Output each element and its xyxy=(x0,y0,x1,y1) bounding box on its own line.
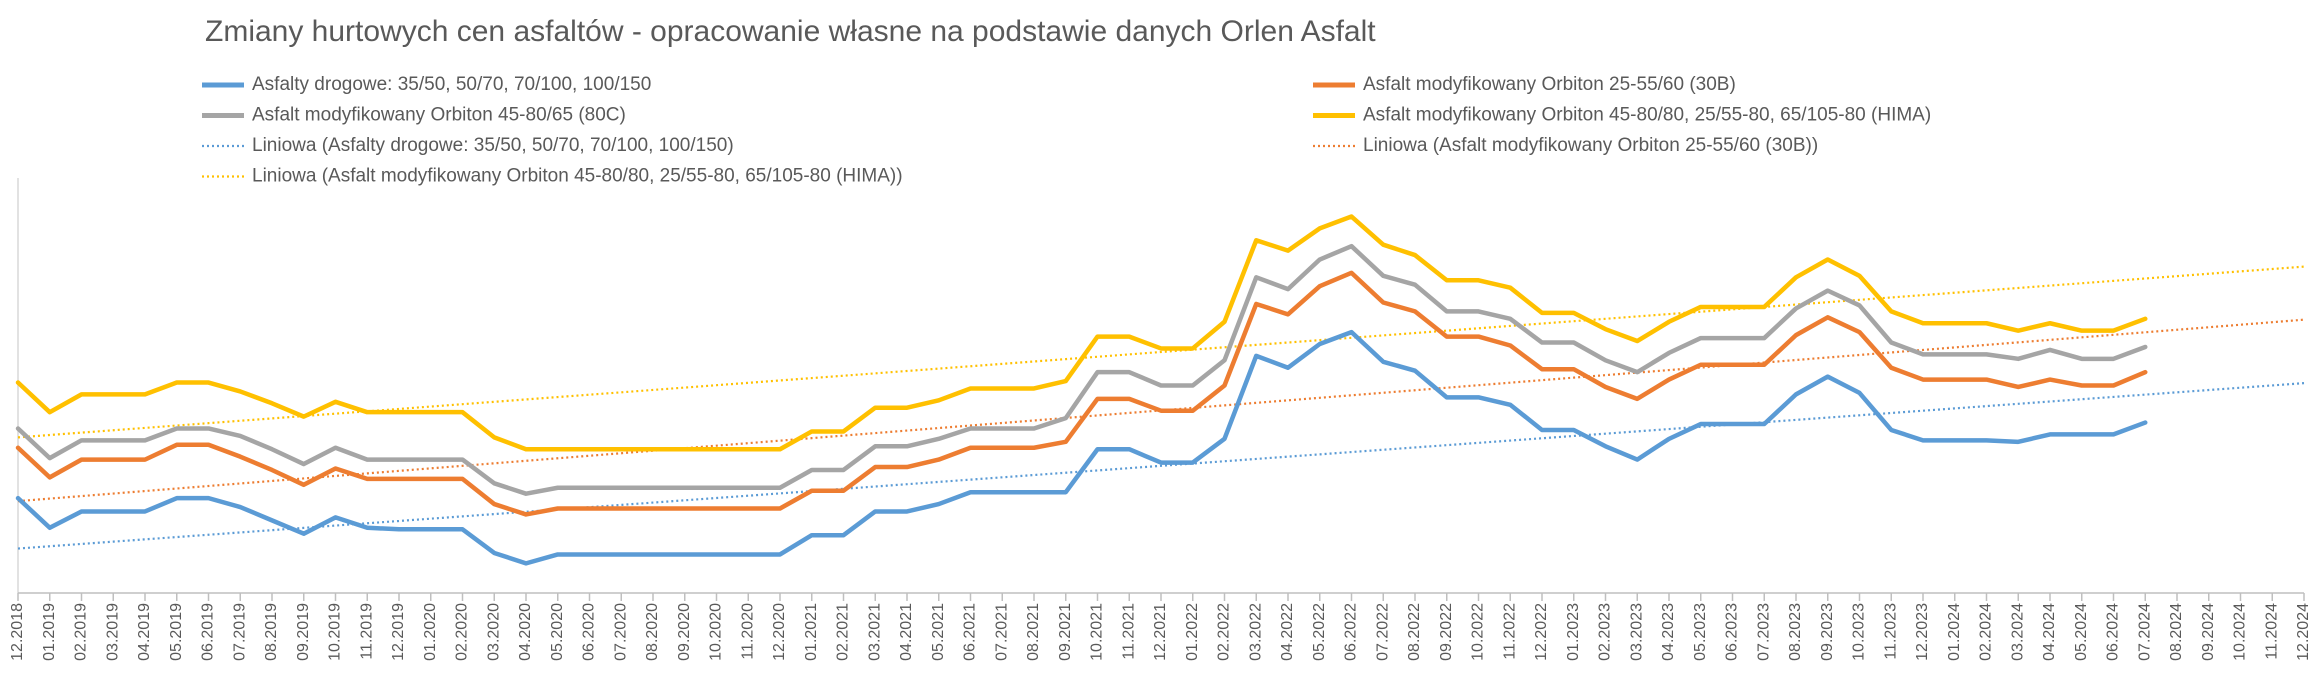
x-tick-label: 10.2022 xyxy=(1470,603,1487,661)
x-tick-label: 03.2022 xyxy=(1247,603,1264,661)
x-tick-label: 07.2021 xyxy=(993,603,1010,661)
x-tick-label: 01.2021 xyxy=(803,603,820,661)
x-tick-label: 12.2023 xyxy=(1914,603,1931,661)
x-tick-label: 09.2022 xyxy=(1438,603,1455,661)
x-tick-label: 12.2022 xyxy=(1533,603,1550,661)
x-tick-label: 06.2024 xyxy=(2105,603,2122,661)
legend-label: Asfalt modyfikowany Orbiton 45-80/65 (80… xyxy=(252,105,626,126)
x-tick-label: 08.2022 xyxy=(1406,603,1423,661)
legend-label: Asfalt modyfikowany Orbiton 25-55/60 (30… xyxy=(1363,74,1736,95)
x-tick-label: 11.2021 xyxy=(1120,603,1137,660)
x-tick-label: 05.2020 xyxy=(549,603,566,661)
x-tick-label: 05.2023 xyxy=(1692,603,1709,661)
trend-line xyxy=(17,265,2305,439)
x-tick-label: 12.2020 xyxy=(771,603,788,661)
x-tick-label: 05.2022 xyxy=(1311,603,1328,661)
legend-label: Liniowa (Asfalt modyfikowany Orbiton 45-… xyxy=(252,166,903,187)
data-line xyxy=(15,214,2148,452)
x-tick-label: 02.2022 xyxy=(1216,603,1233,661)
x-tick-label: 10.2023 xyxy=(1851,603,1868,661)
x-tick-label: 05.2019 xyxy=(168,603,185,661)
x-tick-label: 08.2023 xyxy=(1787,603,1804,661)
x-tick-label: 04.2020 xyxy=(517,603,534,661)
data-line xyxy=(15,329,2148,566)
x-tick-label: 11.2020 xyxy=(739,603,756,660)
x-tick-label: 07.2019 xyxy=(231,603,248,661)
x-tick-label: 04.2023 xyxy=(1660,603,1677,661)
x-tick-label: 01.2023 xyxy=(1565,603,1582,661)
x-tick-label: 09.2023 xyxy=(1819,603,1836,661)
legend-label: Liniowa (Asfalty drogowe: 35/50, 50/70, … xyxy=(252,135,734,156)
x-tick-label: 04.2024 xyxy=(2041,603,2058,661)
x-tick-label: 07.2023 xyxy=(1755,603,1772,661)
x-tick-label: 07.2024 xyxy=(2136,603,2153,661)
x-tick-label: 09.2019 xyxy=(295,603,312,661)
x-tick-label: 05.2021 xyxy=(930,603,947,661)
x-tick-label: 03.2024 xyxy=(2009,603,2026,661)
x-tick-label: 04.2019 xyxy=(136,603,153,661)
x-tick-label: 06.2023 xyxy=(1724,603,1741,661)
x-tick-label: 07.2022 xyxy=(1374,603,1391,661)
x-tick-label: 01.2022 xyxy=(1184,603,1201,661)
x-tick-label: 11.2022 xyxy=(1501,603,1518,660)
x-tick-label: 06.2019 xyxy=(200,603,217,661)
x-tick-label: 03.2020 xyxy=(485,603,502,661)
x-tick-label: 07.2020 xyxy=(612,603,629,661)
trend-line xyxy=(17,382,2305,550)
x-tick-label: 10.2024 xyxy=(2232,603,2249,661)
x-tick-label: 03.2023 xyxy=(1628,603,1645,661)
x-tick-label: 01.2024 xyxy=(1946,603,1963,661)
x-tick-label: 04.2022 xyxy=(1279,603,1296,661)
x-tick-label: 09.2021 xyxy=(1057,603,1074,661)
x-tick-label: 10.2021 xyxy=(1089,603,1106,661)
data-line xyxy=(15,243,2148,496)
x-tick-label: 12.2021 xyxy=(1152,603,1169,661)
x-tick-label: 09.2024 xyxy=(2200,603,2217,661)
x-tick-label: 12.2018 xyxy=(9,603,26,661)
x-tick-label: 02.2019 xyxy=(73,603,90,661)
x-tick-label: 05.2024 xyxy=(2073,603,2090,661)
chart-title: Zmiany hurtowych cen asfaltów - opracowa… xyxy=(205,15,1376,48)
x-tick-label: 06.2022 xyxy=(1343,603,1360,661)
x-tick-label: 08.2021 xyxy=(1025,603,1042,661)
x-tick-label: 12.2019 xyxy=(390,603,407,661)
x-tick-label: 06.2020 xyxy=(581,603,598,661)
legend-label: Asfalty drogowe: 35/50, 50/70, 70/100, 1… xyxy=(252,74,651,95)
x-tick-label: 06.2021 xyxy=(962,603,979,661)
x-tick-label: 01.2020 xyxy=(422,603,439,661)
x-tick-label: 10.2020 xyxy=(708,603,725,661)
x-tick-label: 08.2024 xyxy=(2168,603,2185,661)
x-tick-label: 12.2024 xyxy=(2295,603,2312,661)
x-tick-label: 02.2020 xyxy=(454,603,471,661)
x-tick-label: 02.2021 xyxy=(835,603,852,661)
legend-label: Asfalt modyfikowany Orbiton 45-80/80, 25… xyxy=(1363,105,1931,126)
x-tick-label: 11.2023 xyxy=(1882,603,1899,660)
x-tick-label: 11.2024 xyxy=(2263,603,2280,660)
x-tick-label: 02.2023 xyxy=(1597,603,1614,661)
x-tick-label: 11.2019 xyxy=(358,603,375,660)
x-tick-label: 04.2021 xyxy=(898,603,915,661)
data-line xyxy=(15,270,2148,517)
legend-label: Liniowa (Asfalt modyfikowany Orbiton 25-… xyxy=(1363,135,1818,156)
x-tick-label: 10.2019 xyxy=(327,603,344,661)
x-tick-label: 03.2021 xyxy=(866,603,883,661)
x-tick-label: 08.2020 xyxy=(644,603,661,661)
x-tick-label: 03.2019 xyxy=(104,603,121,661)
x-tick-label: 09.2020 xyxy=(676,603,693,661)
x-tick-label: 01.2019 xyxy=(41,603,58,661)
x-tick-label: 08.2019 xyxy=(263,603,280,661)
x-tick-label: 02.2024 xyxy=(1978,603,1995,661)
